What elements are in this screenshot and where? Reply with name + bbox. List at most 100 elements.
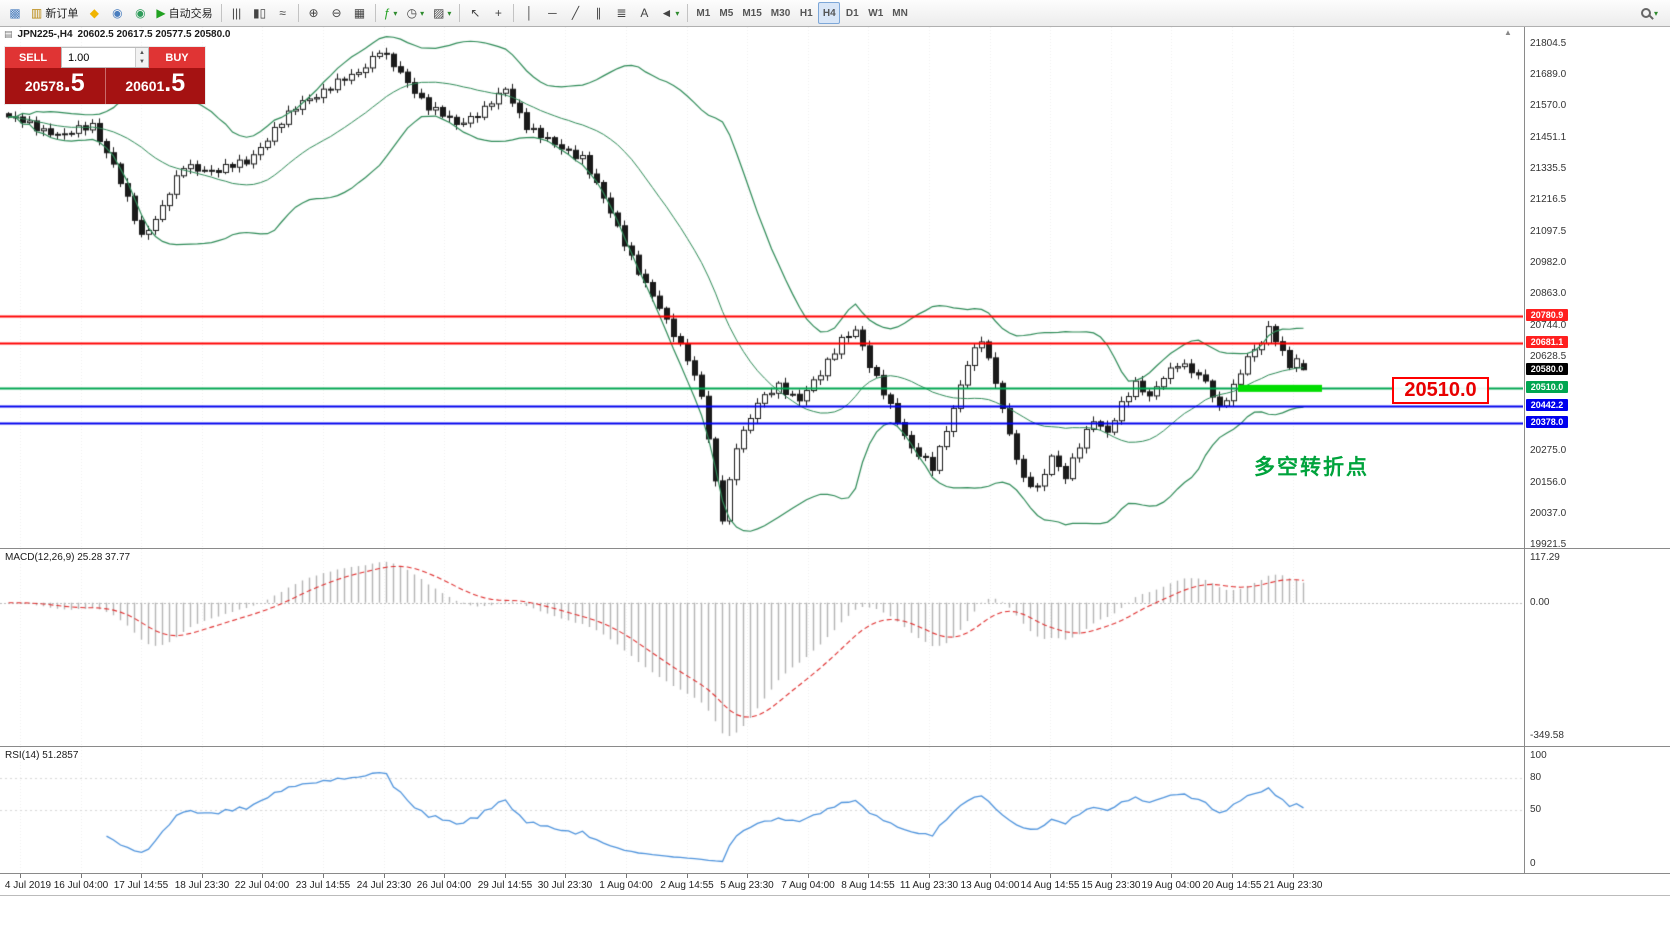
- trendline-icon: ╱: [571, 6, 580, 20]
- channel-button[interactable]: ∥: [587, 2, 609, 24]
- horizontal-line-button[interactable]: ─: [541, 2, 563, 24]
- line-chart-button[interactable]: ≈: [272, 2, 294, 24]
- help-icon-icon: ◉: [135, 6, 146, 20]
- dropdown-arrow-icon[interactable]: ▾: [420, 8, 425, 18]
- arrows-icon: ◄: [660, 6, 673, 20]
- time-tick: [81, 874, 82, 878]
- macd-canvas[interactable]: [0, 549, 1523, 745]
- bars-chart-button[interactable]: |||: [226, 2, 248, 24]
- price-axis-label: 20275.0: [1530, 444, 1567, 456]
- cursor-icon: ↖: [470, 6, 481, 20]
- dropdown-arrow-icon[interactable]: ▾: [1653, 8, 1658, 18]
- tile-windows-button[interactable]: ▦: [349, 2, 371, 24]
- periods-button[interactable]: ◷ ▾: [403, 2, 429, 24]
- macd-label: MACD(12,26,9) 25.28 37.77: [5, 552, 131, 563]
- buy-button[interactable]: BUY: [149, 47, 205, 68]
- new-order-button[interactable]: ▥ 新订单: [27, 2, 82, 24]
- time-axis-label: 20 Aug 14:55: [1202, 880, 1262, 891]
- price-tag: 20442.2: [1526, 399, 1568, 412]
- macd-panel: MACD(12,26,9) 25.28 37.77 117.29 0.00 -349…: [0, 549, 1670, 747]
- price-tag: 20681.1: [1526, 335, 1568, 348]
- timeframe-m5[interactable]: M5: [719, 7, 734, 19]
- timeframe-d1[interactable]: D1: [845, 7, 859, 19]
- community-icon[interactable]: ◉: [106, 2, 128, 24]
- dropdown-arrow-icon[interactable]: ▾: [393, 8, 398, 18]
- volume-input[interactable]: [62, 48, 135, 67]
- buy-price[interactable]: 20601 .5: [104, 68, 205, 104]
- crosshair-button[interactable]: +: [487, 2, 509, 24]
- timeframe-h4[interactable]: H4: [818, 2, 841, 24]
- dropdown-arrow-icon[interactable]: ▾: [447, 8, 452, 18]
- toolbar-separator: [459, 4, 461, 22]
- time-axis-label: 11 Aug 23:30: [899, 880, 959, 891]
- toolbar-separator: [687, 4, 689, 22]
- timeframe-w1[interactable]: W1: [868, 7, 884, 19]
- chart-header: ▤ JPN225-,H4 20602.5 20617.5 20577.5 205…: [4, 29, 230, 40]
- time-tick: [384, 874, 385, 878]
- indicators-button[interactable]: ƒ ▾: [380, 2, 402, 24]
- candles-chart-button[interactable]: ▮▯: [249, 2, 271, 24]
- autotrading-button-label: 自动交易: [168, 8, 213, 20]
- timeframe-h1[interactable]: H1: [799, 7, 813, 19]
- cursor-button[interactable]: ↖: [464, 2, 486, 24]
- time-tick: [626, 874, 627, 878]
- buy-price-main: 20601: [125, 78, 165, 94]
- time-tick: [1232, 874, 1233, 878]
- price-axis-label: 20037.0: [1530, 508, 1567, 520]
- autotrading-button[interactable]: ▶ 自动交易: [152, 2, 216, 24]
- community-icon-icon: ◉: [112, 6, 123, 20]
- time-axis-label: 5 Aug 23:30: [720, 880, 774, 891]
- sell-price-frac: .5: [63, 69, 85, 97]
- turning-point-annotation[interactable]: 多空转折点: [1254, 456, 1369, 479]
- fibonacci-button[interactable]: ≣: [610, 2, 632, 24]
- symbol-search-button[interactable]: ▾: [1637, 2, 1662, 24]
- sell-price[interactable]: 20578 .5: [5, 68, 105, 104]
- chart-ohlc-values: 20602.5 20617.5 20577.5 20580.0: [77, 29, 231, 40]
- toolbar-separator: [513, 4, 515, 22]
- timeframe-m15[interactable]: M15: [742, 7, 762, 19]
- periods-icon: ◷: [406, 6, 418, 20]
- dropdown-arrow-icon[interactable]: ▾: [675, 8, 680, 18]
- rsi-label: RSI(14) 51.2857: [5, 750, 79, 761]
- time-axis-label: 2 Aug 14:55: [660, 880, 714, 891]
- templates-button[interactable]: ▨ ▾: [429, 2, 455, 24]
- sell-button[interactable]: SELL: [5, 47, 61, 68]
- zoom-in-button[interactable]: ⊕: [303, 2, 325, 24]
- macd-axis-label: 0.00: [1530, 596, 1550, 608]
- volume-spinner: ▲ ▼: [135, 48, 148, 67]
- vertical-line-icon: │: [525, 6, 534, 20]
- rsi-canvas[interactable]: [0, 747, 1523, 872]
- help-icon[interactable]: ◉: [129, 2, 151, 24]
- time-axis-label: 22 Jul 04:00: [234, 880, 290, 891]
- time-tick: [20, 874, 21, 878]
- price-axis-label: 21570.0: [1530, 100, 1567, 112]
- toolbar-right-group: ▾: [1637, 2, 1666, 24]
- price-chart-panel: ▤ JPN225-,H4 20602.5 20617.5 20577.5 205…: [0, 27, 1670, 550]
- bars-chart-icon: |||: [231, 6, 242, 20]
- volume-down-icon[interactable]: ▼: [136, 57, 148, 67]
- volume-up-icon[interactable]: ▲: [136, 48, 148, 58]
- price-tag: 20510.0: [1526, 381, 1568, 394]
- arrows-button[interactable]: ◄ ▾: [656, 2, 683, 24]
- rsi-axis-label: 80: [1530, 771, 1542, 783]
- price-axis-label: 21451.1: [1530, 131, 1567, 143]
- time-axis-label: 7 Aug 04:00: [781, 880, 835, 891]
- price-axis-label: 20156.0: [1530, 476, 1567, 488]
- terminal-icon[interactable]: ▩: [4, 2, 26, 24]
- tile-windows-icon: ▦: [353, 6, 366, 20]
- timeframe-m1[interactable]: M1: [696, 7, 711, 19]
- zoom-out-button[interactable]: ⊖: [326, 2, 348, 24]
- trendline-button[interactable]: ╱: [564, 2, 586, 24]
- price-callout-label[interactable]: 20510.0: [1392, 377, 1489, 404]
- timeframe-m30[interactable]: M30: [770, 7, 791, 19]
- main-chart-canvas[interactable]: [0, 27, 1523, 547]
- vertical-line-button[interactable]: │: [518, 2, 540, 24]
- time-tick: [323, 874, 324, 878]
- timeframe-mn[interactable]: MN: [892, 7, 908, 19]
- scroll-to-latest-icon[interactable]: ▲: [1504, 28, 1512, 37]
- time-axis-label: 30 Jul 23:30: [537, 880, 593, 891]
- market-icon[interactable]: ◆: [83, 2, 105, 24]
- text-button[interactable]: A: [633, 2, 655, 24]
- new-order-button-label: 新订单: [45, 8, 79, 20]
- macd-axis-label: -349.58: [1530, 730, 1564, 741]
